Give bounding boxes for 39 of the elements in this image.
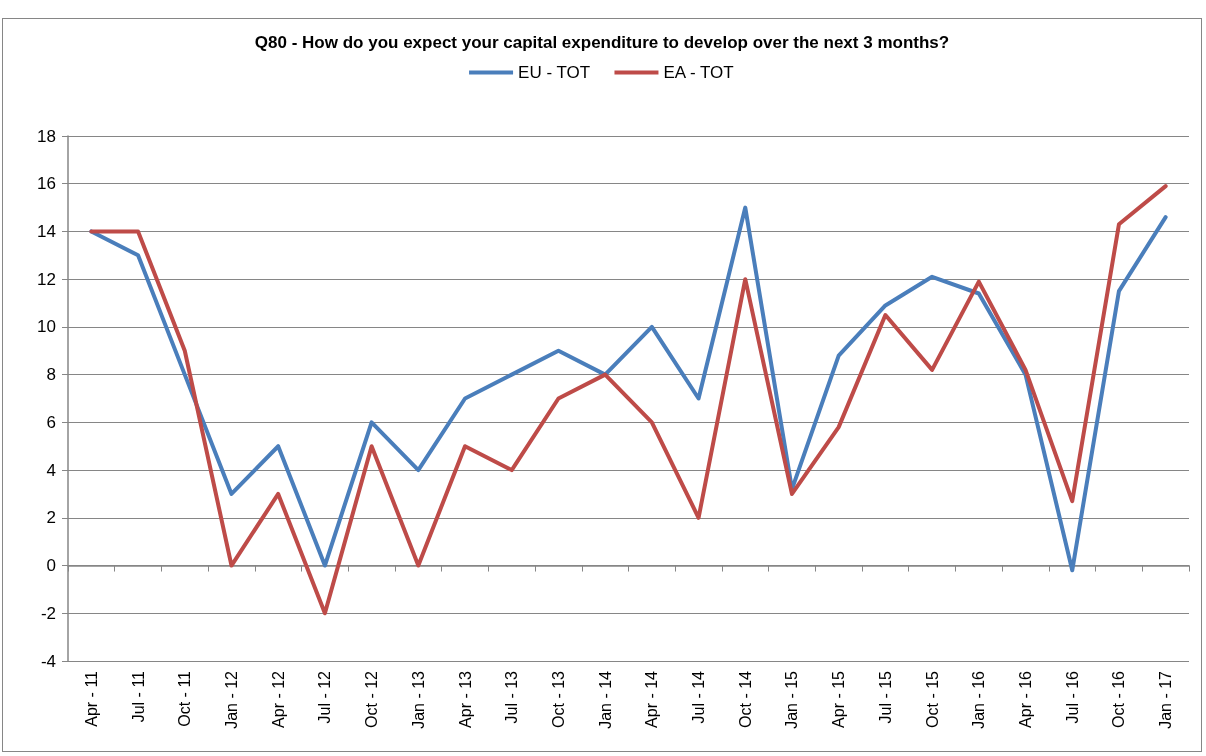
x-tick-label: Apr - 16 — [1017, 670, 1035, 728]
y-tick-label: 4 — [46, 460, 56, 480]
x-tick-label: Oct - 12 — [363, 670, 381, 728]
y-tick-label: 16 — [37, 174, 56, 194]
x-tick-label: Jul - 16 — [1063, 670, 1081, 724]
x-tick-label: Apr - 13 — [456, 670, 474, 728]
x-tick-label: Jan - 16 — [970, 670, 988, 729]
y-tick-label: 12 — [37, 269, 56, 289]
x-tick-label: Jul - 15 — [876, 670, 894, 724]
x-tick-label: Jan - 17 — [1157, 670, 1175, 729]
x-tick-label: Oct - 16 — [1110, 670, 1128, 728]
x-tick-label: Oct - 13 — [549, 670, 567, 728]
y-tick-label: 18 — [37, 126, 56, 146]
y-tick-label: -4 — [40, 651, 56, 671]
x-tick-label: Jan - 14 — [596, 670, 614, 729]
y-tick-label: 8 — [46, 365, 56, 385]
x-tick-label: Jan - 12 — [222, 670, 240, 729]
x-tick-label: Jan - 13 — [409, 670, 427, 729]
y-tick-label: 10 — [37, 317, 56, 337]
y-tick-label: 2 — [46, 508, 56, 528]
legend-label: EU - TOT — [518, 63, 591, 82]
x-tick-label: Oct - 14 — [736, 670, 754, 728]
x-tick-label: Apr - 15 — [830, 670, 848, 728]
legend-label: EA - TOT — [663, 63, 734, 82]
y-tick-label: -2 — [40, 603, 56, 623]
chart-title: Q80 - How do you expect your capital expenditure to develop over the next 3 months? — [254, 33, 950, 52]
x-tick-label: Apr - 12 — [269, 670, 287, 728]
y-tick-label: 14 — [37, 221, 56, 241]
y-tick-label: 6 — [46, 412, 56, 432]
x-tick-label: Apr - 11 — [82, 670, 100, 727]
x-tick-label: Jul - 11 — [129, 670, 147, 723]
x-tick-label: Jul - 14 — [690, 670, 708, 724]
x-tick-label: Jan - 15 — [783, 670, 801, 729]
x-tick-label: Oct - 11 — [176, 670, 194, 727]
x-tick-label: Jul - 12 — [316, 670, 334, 724]
x-tick-label: Oct - 15 — [923, 670, 941, 728]
y-tick-label: 0 — [46, 556, 56, 576]
x-tick-label: Apr - 14 — [643, 670, 661, 728]
x-tick-label: Jul - 13 — [503, 670, 521, 724]
